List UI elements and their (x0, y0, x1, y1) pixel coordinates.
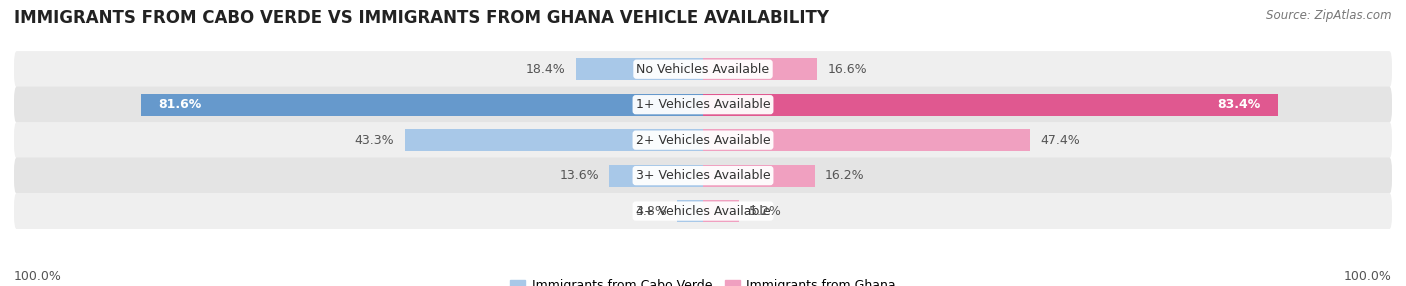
FancyBboxPatch shape (14, 158, 1392, 194)
Bar (703, 94, 1278, 116)
Text: 81.6%: 81.6% (157, 98, 201, 111)
Text: 18.4%: 18.4% (526, 63, 565, 76)
Bar (609, 165, 703, 186)
FancyBboxPatch shape (14, 51, 1392, 87)
Bar (703, 129, 1029, 151)
Text: 5.2%: 5.2% (749, 204, 782, 218)
Text: 47.4%: 47.4% (1040, 134, 1080, 147)
FancyBboxPatch shape (14, 122, 1392, 158)
Text: IMMIGRANTS FROM CABO VERDE VS IMMIGRANTS FROM GHANA VEHICLE AVAILABILITY: IMMIGRANTS FROM CABO VERDE VS IMMIGRANTS… (14, 9, 830, 27)
Bar (703, 165, 814, 186)
Text: 1+ Vehicles Available: 1+ Vehicles Available (636, 98, 770, 111)
Text: 16.2%: 16.2% (825, 169, 865, 182)
Text: 43.3%: 43.3% (354, 134, 394, 147)
Text: 3.8%: 3.8% (634, 204, 666, 218)
Bar (676, 200, 703, 222)
FancyBboxPatch shape (14, 193, 1392, 229)
Bar (576, 58, 703, 80)
Text: 3+ Vehicles Available: 3+ Vehicles Available (636, 169, 770, 182)
Text: 100.0%: 100.0% (1344, 270, 1392, 283)
Bar (141, 94, 703, 116)
Bar (405, 129, 703, 151)
Text: 83.4%: 83.4% (1218, 98, 1260, 111)
Bar (703, 58, 817, 80)
Text: 2+ Vehicles Available: 2+ Vehicles Available (636, 134, 770, 147)
Text: 16.6%: 16.6% (828, 63, 868, 76)
Text: 100.0%: 100.0% (14, 270, 62, 283)
Text: 4+ Vehicles Available: 4+ Vehicles Available (636, 204, 770, 218)
Legend: Immigrants from Cabo Verde, Immigrants from Ghana: Immigrants from Cabo Verde, Immigrants f… (505, 274, 901, 286)
Bar (703, 200, 738, 222)
Text: 13.6%: 13.6% (560, 169, 599, 182)
Text: Source: ZipAtlas.com: Source: ZipAtlas.com (1267, 9, 1392, 21)
Text: No Vehicles Available: No Vehicles Available (637, 63, 769, 76)
FancyBboxPatch shape (14, 87, 1392, 123)
